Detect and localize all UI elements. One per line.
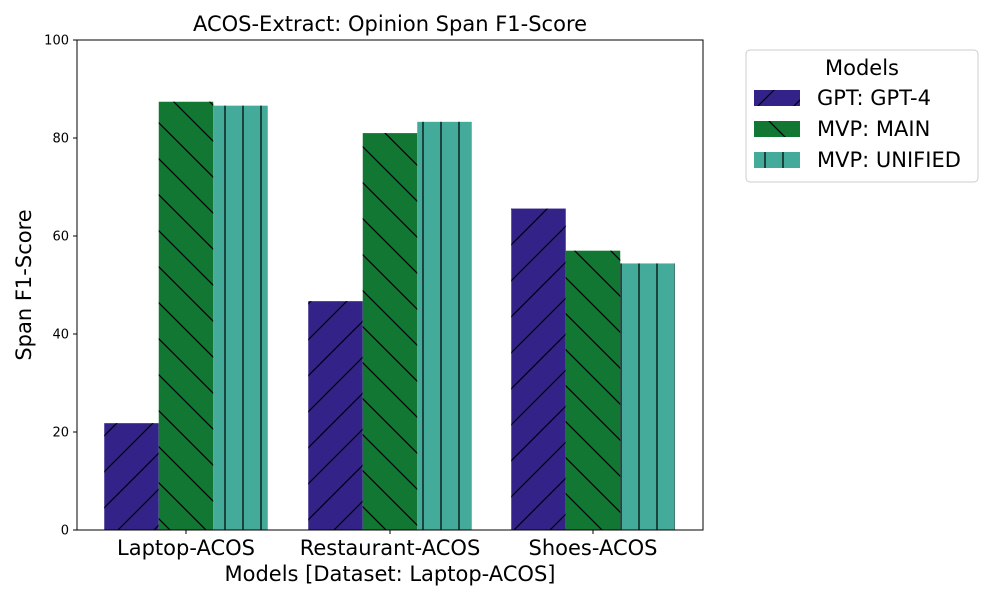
bar-hatch-1-2 (308, 301, 363, 530)
x-tick-label: Shoes-ACOS (529, 536, 658, 560)
bar-hatch-1-3 (511, 208, 566, 530)
bar-hatch-1-1 (104, 423, 159, 530)
bar-hatch-3-1 (213, 105, 268, 530)
legend-label-3: MVP: UNIFIED (817, 148, 961, 172)
y-tick-label: 80 (52, 132, 69, 147)
legend-label-2: MVP: MAIN (817, 117, 930, 141)
y-tick-label: 60 (52, 230, 69, 245)
y-tick-label: 40 (52, 328, 69, 343)
legend-title: Models (825, 56, 899, 80)
bar-hatch-3-3 (620, 263, 675, 530)
x-tick-label: Laptop-ACOS (117, 536, 255, 560)
bar-hatch-2-1 (158, 101, 214, 531)
bar-hatch-2-2 (362, 133, 418, 530)
chart-title: ACOS-Extract: Opinion Span F1-Score (193, 12, 587, 36)
bar-hatch-2-3 (565, 250, 621, 530)
y-tick-label: 20 (52, 426, 69, 441)
legend: Models GPT: GPT-4 MVP: MAIN MVP: UNIFIED (745, 49, 979, 183)
legend-items: GPT: GPT-4 MVP: MAIN MVP: UNIFIED (754, 86, 961, 172)
x-axis: Laptop-ACOS Restaurant-ACOS Shoes-ACOS (117, 530, 657, 560)
legend-swatch-hatch-1 (754, 90, 800, 106)
legend-label-1: GPT: GPT-4 (817, 86, 931, 110)
legend-frame (745, 49, 979, 183)
y-axis-label: Span F1-Score (12, 209, 36, 360)
bars-group (104, 101, 675, 531)
x-axis-label: Models [Dataset: Laptop-ACOS] (225, 562, 556, 586)
legend-swatch-hatch-3 (754, 152, 800, 168)
bar-hatch-3-2 (417, 121, 472, 530)
x-tick-label: Restaurant-ACOS (300, 536, 481, 560)
y-tick-label: 100 (44, 34, 69, 49)
legend-swatch-hatch-2 (754, 121, 800, 137)
y-axis: 0 20 40 60 80 100 (44, 34, 77, 539)
y-tick-label: 0 (61, 524, 69, 539)
